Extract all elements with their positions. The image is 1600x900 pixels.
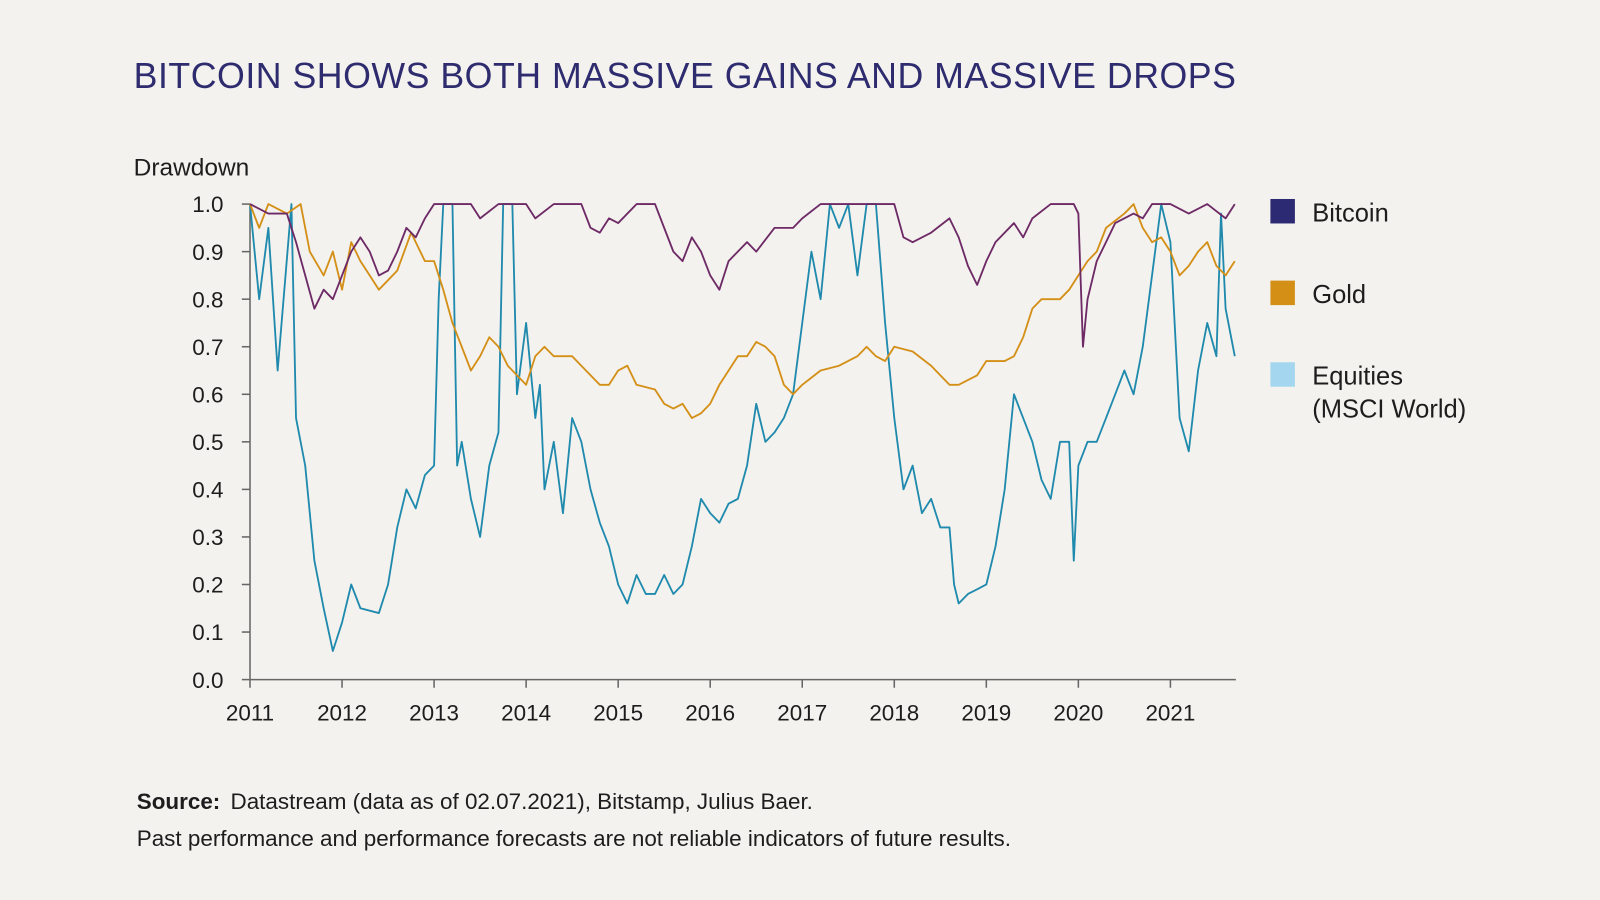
x-tick-label: 2013	[409, 700, 459, 725]
series-line-bitcoin	[249, 203, 1236, 652]
x-tick-label: 2012	[317, 700, 367, 725]
chart-title: BITCOIN SHOWS BOTH MASSIVE GAINS AND MAS…	[134, 56, 1237, 96]
y-tick-label: 0.4	[192, 478, 223, 503]
legend-swatch	[1270, 362, 1295, 387]
x-tick-label: 2020	[1053, 700, 1103, 725]
legend-swatch	[1270, 198, 1295, 224]
x-tick-label: 2014	[501, 700, 551, 725]
x-tick-label: 2019	[961, 700, 1011, 725]
x-tick-label: 2018	[869, 700, 919, 725]
y-tick-label: 1.0	[192, 192, 223, 217]
legend-label: (MSCI World)	[1312, 395, 1466, 423]
x-tick-label: 2016	[685, 700, 735, 725]
disclaimer: Past performance and performance forecas…	[137, 826, 1011, 851]
axes: 0.0 0.1 0.2 0.3 0.4 0.5 0.6 0.7 0.8 0.9 1.0 2011 201…	[192, 192, 1236, 725]
source-line: Source: Datastream (data as of 02.07.2021…	[137, 789, 813, 814]
x-tick-label: 2021	[1145, 700, 1195, 725]
x-tick-label: 2011	[226, 700, 274, 725]
series-line-equities	[249, 203, 1236, 348]
legend-label: Gold	[1312, 281, 1366, 309]
legend: Bitcoin Gold Equities (MSCI World)	[1270, 198, 1466, 423]
y-axis-label: Drawdown	[134, 155, 250, 182]
source-label: Source:	[137, 789, 221, 814]
y-tick-label: 0.9	[192, 240, 223, 265]
legend-label: Bitcoin	[1312, 199, 1389, 227]
y-tick-label: 0.8	[192, 287, 223, 312]
x-tick-label: 2015	[593, 700, 643, 725]
y-tick-label: 0.0	[192, 668, 223, 693]
legend-swatch	[1270, 280, 1295, 306]
x-tick-label: 2017	[777, 700, 827, 725]
y-tick-label: 0.7	[192, 335, 223, 360]
y-tick-label: 0.2	[192, 573, 223, 598]
y-tick-label: 0.3	[192, 525, 223, 550]
y-tick-label: 0.1	[192, 620, 223, 645]
legend-label: Equities	[1312, 363, 1403, 391]
series-line-gold	[249, 203, 1236, 419]
y-tick-label: 0.5	[192, 430, 223, 455]
y-tick-label: 0.6	[192, 382, 223, 407]
series-lines	[249, 203, 1236, 652]
source-text: Datastream (data as of 02.07.2021), Bits…	[230, 789, 812, 814]
